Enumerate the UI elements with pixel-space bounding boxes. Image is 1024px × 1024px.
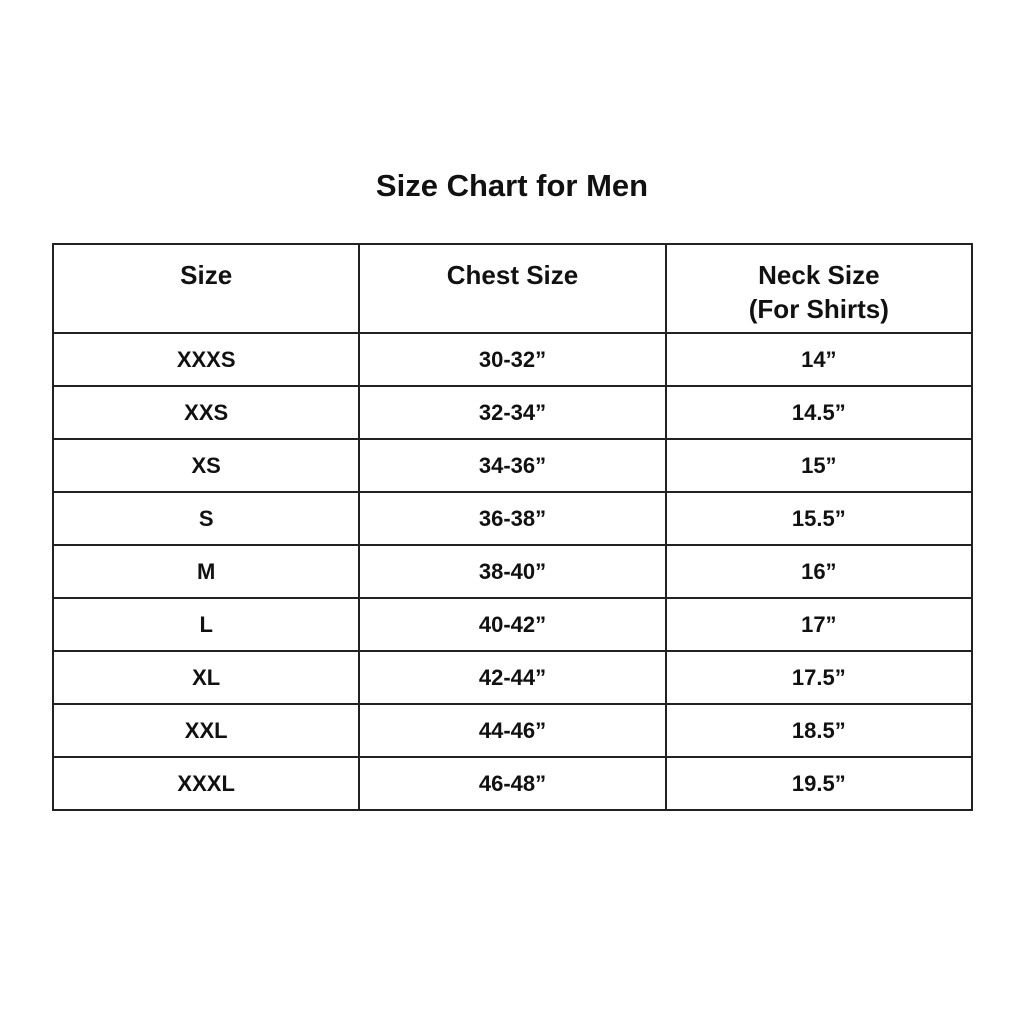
neck-size-cell: 18.5” <box>664 703 974 758</box>
neck-size-cell: 15.5” <box>664 491 974 546</box>
table-row: L 40-42” 17” <box>51 597 974 652</box>
table-row: XL 42-44” 17.5” <box>51 650 974 705</box>
neck-size-cell: 14.5” <box>664 385 974 440</box>
chest-size-cell: 42-44” <box>358 650 667 705</box>
neck-size-cell: 15” <box>664 438 974 493</box>
header-neck-size-note: (For Shirts) <box>748 294 889 324</box>
size-cell: L <box>51 597 361 652</box>
neck-size-cell: 14” <box>664 332 974 387</box>
chest-size-cell: 44-46” <box>358 703 667 758</box>
neck-size-cell: 19.5” <box>664 756 974 811</box>
size-cell: M <box>51 544 361 599</box>
size-cell: XL <box>51 650 361 705</box>
page-title: Size Chart for Men <box>375 168 649 203</box>
header-neck-size: Neck Size (For Shirts) <box>664 243 974 334</box>
size-cell: XXS <box>51 385 361 440</box>
chest-size-cell: 34-36” <box>358 438 667 493</box>
size-cell: XXL <box>51 703 361 758</box>
neck-size-cell: 16” <box>664 544 974 599</box>
header-row: Size Chest Size Neck Size (For Shirts) <box>51 243 974 334</box>
chest-size-cell: 36-38” <box>358 491 667 546</box>
neck-size-cell: 17.5” <box>664 650 974 705</box>
size-cell: XS <box>51 438 361 493</box>
table-row: M 38-40” 16” <box>51 544 974 599</box>
chest-size-cell: 40-42” <box>358 597 667 652</box>
neck-size-cell: 17” <box>664 597 974 652</box>
header-neck-size-label: Neck Size <box>758 260 880 290</box>
table-row: XXL 44-46” 18.5” <box>51 703 974 758</box>
size-cell: XXXS <box>51 332 361 387</box>
chest-size-cell: 38-40” <box>358 544 667 599</box>
size-chart-table: Size Chest Size Neck Size (For Shirts) X… <box>51 243 974 811</box>
size-cell: S <box>51 491 361 546</box>
header-size: Size <box>51 243 361 334</box>
table-row: XXS 32-34” 14.5” <box>51 385 974 440</box>
chest-size-cell: 46-48” <box>358 756 667 811</box>
table-row: XS 34-36” 15” <box>51 438 974 493</box>
size-cell: XXXL <box>51 756 361 811</box>
chest-size-cell: 32-34” <box>358 385 667 440</box>
chest-size-cell: 30-32” <box>358 332 667 387</box>
table-row: S 36-38” 15.5” <box>51 491 974 546</box>
table-row: XXXS 30-32” 14” <box>51 332 974 387</box>
header-chest-size: Chest Size <box>358 243 667 334</box>
table-row: XXXL 46-48” 19.5” <box>51 756 974 811</box>
